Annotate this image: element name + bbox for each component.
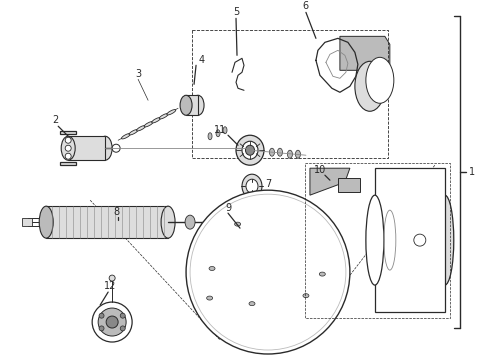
Ellipse shape: [192, 95, 204, 115]
Circle shape: [190, 194, 346, 350]
Circle shape: [120, 326, 125, 331]
Polygon shape: [248, 230, 261, 242]
Circle shape: [112, 144, 120, 152]
Ellipse shape: [207, 296, 213, 300]
Ellipse shape: [161, 206, 175, 238]
Ellipse shape: [223, 127, 227, 134]
Circle shape: [414, 234, 426, 246]
Ellipse shape: [39, 206, 53, 238]
Text: 2: 2: [52, 115, 58, 125]
Polygon shape: [310, 168, 350, 195]
Ellipse shape: [235, 222, 241, 226]
Text: 6: 6: [303, 1, 309, 12]
Ellipse shape: [159, 113, 168, 119]
Circle shape: [65, 153, 71, 159]
Text: 3: 3: [135, 69, 141, 79]
Ellipse shape: [137, 126, 146, 131]
Ellipse shape: [61, 136, 75, 160]
Bar: [375, 168, 445, 312]
Ellipse shape: [303, 294, 309, 298]
Polygon shape: [60, 162, 76, 165]
Ellipse shape: [144, 122, 153, 127]
Circle shape: [98, 308, 126, 336]
Bar: [186, 95, 198, 115]
Ellipse shape: [152, 118, 161, 123]
Bar: [46, 206, 168, 238]
Ellipse shape: [185, 215, 195, 229]
Text: 9: 9: [225, 203, 231, 213]
Ellipse shape: [245, 145, 254, 155]
Ellipse shape: [167, 109, 176, 115]
Polygon shape: [216, 287, 229, 299]
Ellipse shape: [319, 272, 325, 276]
Text: 8: 8: [113, 207, 119, 217]
Ellipse shape: [180, 95, 192, 115]
Ellipse shape: [242, 174, 262, 198]
Ellipse shape: [122, 134, 130, 139]
Ellipse shape: [216, 130, 220, 137]
Polygon shape: [295, 302, 307, 315]
Ellipse shape: [288, 150, 293, 158]
Ellipse shape: [277, 148, 282, 156]
Ellipse shape: [246, 179, 258, 193]
Circle shape: [120, 313, 125, 318]
Ellipse shape: [98, 136, 112, 160]
Ellipse shape: [355, 61, 385, 111]
Circle shape: [186, 190, 350, 354]
Text: 12: 12: [104, 281, 116, 291]
Polygon shape: [299, 256, 312, 268]
Polygon shape: [340, 36, 390, 70]
Ellipse shape: [366, 195, 384, 285]
Circle shape: [109, 275, 115, 281]
Text: 5: 5: [233, 7, 239, 17]
Ellipse shape: [249, 302, 255, 306]
Circle shape: [99, 313, 104, 318]
Bar: [68, 136, 105, 160]
Text: 11: 11: [214, 125, 226, 135]
Polygon shape: [60, 131, 76, 134]
Circle shape: [92, 302, 132, 342]
Bar: [22, 218, 32, 226]
Circle shape: [99, 326, 104, 331]
Polygon shape: [211, 249, 223, 262]
Ellipse shape: [209, 266, 215, 270]
Polygon shape: [258, 314, 270, 327]
Ellipse shape: [236, 135, 264, 165]
Circle shape: [106, 316, 118, 328]
Ellipse shape: [366, 57, 394, 103]
Ellipse shape: [129, 130, 138, 135]
Text: 10: 10: [314, 165, 326, 175]
Ellipse shape: [208, 133, 212, 140]
Circle shape: [65, 137, 71, 143]
Text: 4: 4: [199, 55, 205, 65]
Text: 7: 7: [265, 179, 271, 189]
Ellipse shape: [295, 150, 300, 158]
Circle shape: [65, 145, 71, 151]
Ellipse shape: [436, 195, 454, 285]
Ellipse shape: [270, 148, 274, 156]
Bar: [338, 178, 360, 192]
Ellipse shape: [242, 141, 258, 159]
Text: 1: 1: [469, 167, 475, 177]
